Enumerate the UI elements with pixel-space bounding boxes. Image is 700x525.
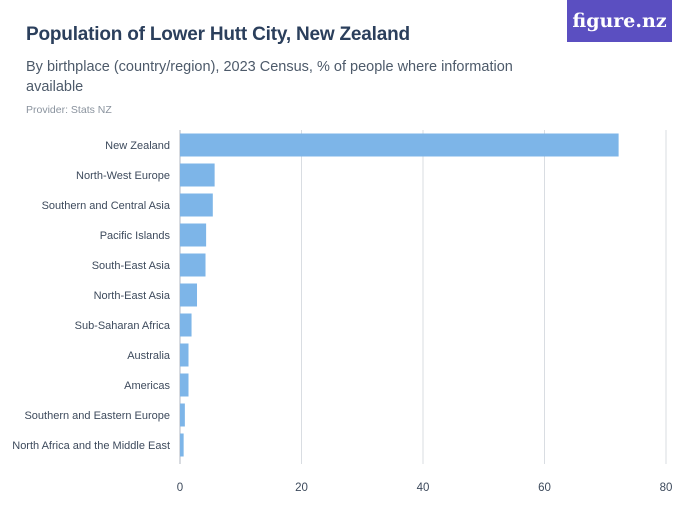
x-axis-ticks: 0 20 40 60 80 <box>177 482 673 494</box>
bar[interactable] <box>180 253 206 277</box>
bar[interactable] <box>180 403 185 427</box>
category-label: New Zealand <box>105 140 170 152</box>
category-label: Sub-Saharan Africa <box>75 320 171 332</box>
category-label: North Africa and the Middle East <box>12 440 170 452</box>
x-tick-label: 20 <box>295 482 308 494</box>
provider-label: Provider: Stats NZ <box>26 104 112 116</box>
bar[interactable] <box>180 163 215 187</box>
x-tick-label: 60 <box>538 482 551 494</box>
x-tick-label: 0 <box>177 482 183 494</box>
category-label: North-East Asia <box>94 290 171 302</box>
category-label: Pacific Islands <box>100 230 171 242</box>
category-label: Australia <box>127 350 171 362</box>
grid-lines <box>179 130 667 464</box>
category-label: Americas <box>124 380 170 392</box>
category-label: North-West Europe <box>76 170 170 182</box>
bar[interactable] <box>180 223 207 247</box>
bar[interactable] <box>180 433 184 457</box>
chart-title: Population of Lower Hutt City, New Zeala… <box>26 24 410 45</box>
bars <box>180 133 619 457</box>
chart-header: Population of Lower Hutt City, New Zeala… <box>26 22 546 117</box>
x-tick-label: 80 <box>660 482 673 494</box>
bar[interactable] <box>180 133 619 157</box>
x-tick-label: 40 <box>417 482 430 494</box>
bar[interactable] <box>180 373 189 397</box>
bar[interactable] <box>180 193 213 217</box>
figure-nz-logo[interactable]: figure.nz <box>567 0 672 42</box>
bar[interactable] <box>180 343 189 367</box>
bar[interactable] <box>180 283 198 307</box>
category-label: Southern and Central Asia <box>42 200 171 212</box>
bar[interactable] <box>180 313 192 337</box>
category-label: South-East Asia <box>92 260 171 272</box>
category-labels: New Zealand North-West Europe Southern and… <box>12 140 171 452</box>
chart-subtitle: By birthplace (country/region), 2023 Cen… <box>26 59 513 95</box>
logo-text: figure.nz <box>572 10 667 32</box>
category-label: Southern and Eastern Europe <box>24 410 170 422</box>
